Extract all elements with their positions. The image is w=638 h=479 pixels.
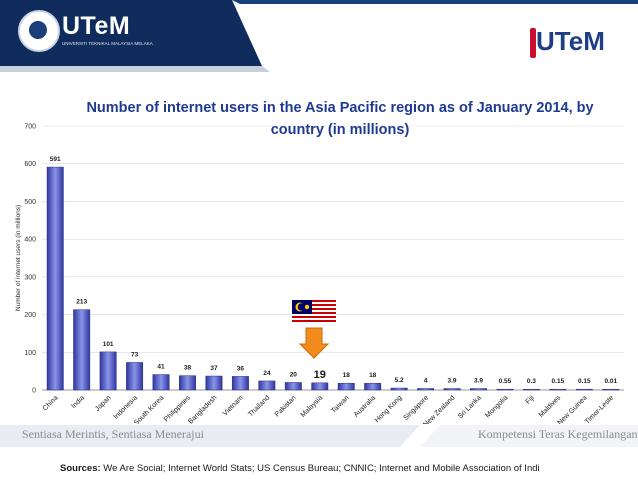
bar-malaysia: [311, 382, 329, 391]
bar-sri-lanka: [470, 388, 487, 391]
value-label: 41: [157, 364, 165, 371]
university-seal-icon: [18, 10, 60, 52]
x-tick-label: Vietnam: [222, 394, 245, 417]
value-label: 73: [131, 351, 139, 358]
value-label: 5.2: [395, 377, 404, 384]
bar-pakistan: [284, 382, 302, 391]
value-label: 213: [76, 299, 87, 306]
bar-mongolia: [496, 388, 514, 391]
y-tick-label: 300: [24, 274, 36, 281]
bar-philippines: [179, 375, 196, 391]
bar-india: [73, 309, 91, 391]
value-label: 3.9: [474, 378, 483, 385]
malaysia-flag-arrow-icon: [292, 300, 336, 359]
value-label: 101: [103, 341, 114, 348]
torch-icon: [530, 28, 536, 58]
x-tick-label: Indonesia: [113, 394, 139, 420]
logo-left-subtitle: UNIVERSITI TEKNIKAL MALAYSIA MELAKA: [62, 41, 153, 46]
value-label: 4: [424, 377, 428, 384]
bar-chart: 0 100 200 300 400 500 600 700 591 China 213 India 10…: [15, 100, 624, 424]
bar-china: [46, 166, 64, 391]
x-tick-label: Hong Kong: [374, 394, 404, 424]
value-label: 20: [290, 371, 298, 378]
sources-text: We Are Social; Internet World Stats; US …: [103, 463, 540, 474]
motto-right: Kompetensi Teras Kegemilangan: [478, 427, 638, 441]
x-tick-label: Maldives: [538, 394, 563, 419]
header-banner: UTeM UNIVERSITI TEKNIKAL MALAYSIA MELAKA…: [0, 0, 638, 78]
logo-left-text: UTeM: [62, 12, 131, 40]
bar-maldives: [549, 388, 567, 391]
x-tick-label: Pakistan: [274, 394, 298, 418]
bar-bangladesh: [205, 375, 223, 391]
bar-hong-kong: [390, 387, 408, 391]
x-tick-label: Singapore: [402, 394, 430, 422]
value-label: 0.15: [552, 378, 565, 385]
value-label: 36: [237, 365, 245, 372]
x-tick-label: Mongolia: [484, 394, 509, 419]
footer-strip: [0, 425, 638, 447]
value-label: 19: [314, 369, 326, 381]
bar-thailand: [258, 380, 276, 391]
bar-fiji: [522, 388, 540, 391]
utem-logo-left[interactable]: UTeM UNIVERSITI TEKNIKAL MALAYSIA MELAKA: [18, 8, 153, 54]
value-label: 18: [343, 372, 351, 379]
y-tick-label: 100: [24, 350, 36, 357]
motto-left: Sentiasa Merintis, Sentiasa Menerajui: [22, 427, 204, 441]
bar-japan: [99, 351, 117, 391]
chart-title-line-1: Number of internet users in the Asia Pac…: [86, 100, 593, 116]
value-label: 18: [369, 372, 377, 379]
value-label: 591: [50, 156, 61, 163]
sources-label: Sources:: [60, 463, 101, 474]
malaysia-highlight: [292, 300, 336, 365]
y-tick-label: 400: [24, 237, 36, 244]
bar-vietnam: [231, 376, 249, 391]
sources-note: Sources: We Are Social; Internet World S…: [60, 463, 540, 474]
x-tick-label: Sri Lanka: [457, 394, 483, 420]
value-label: 0.01: [604, 378, 617, 385]
bar-south-korea: [152, 374, 170, 391]
header-decoration: [0, 0, 638, 72]
x-tick-label: Thailand: [247, 394, 271, 418]
utem-logo-right[interactable]: UTeM: [526, 26, 610, 62]
value-label: 3.9: [448, 378, 457, 385]
x-tick-label: Japan: [94, 394, 113, 413]
x-tick-label: India: [70, 394, 86, 410]
x-tick-label: Fiji: [525, 394, 537, 406]
y-tick-label: 200: [24, 312, 36, 319]
x-tick-label: Australia: [353, 394, 377, 418]
y-tick-label: 700: [24, 124, 36, 131]
value-label: 24: [263, 370, 271, 377]
bar-indonesia: [126, 362, 144, 391]
bar-new-zealand: [443, 388, 461, 391]
bar-australia: [364, 382, 382, 391]
x-tick-label: Malaysia: [300, 394, 325, 419]
y-tick-label: 500: [24, 199, 36, 206]
bar-taiwan: [337, 382, 355, 391]
x-tick-label: Taiwan: [330, 394, 350, 414]
bar-papua-new-guinea: [575, 388, 593, 391]
chart-title-line-2: country (in millions): [271, 122, 410, 138]
value-label: 0.3: [527, 378, 536, 385]
value-label: 37: [210, 365, 218, 372]
bar-timor-leste: [602, 388, 620, 391]
y-tick-label: 0: [32, 388, 36, 395]
logo-right-text: UTeM: [536, 26, 605, 56]
x-tick-label: China: [42, 394, 60, 412]
y-axis-label: Number of internet users (in millions): [15, 205, 22, 311]
value-label: 38: [184, 365, 192, 372]
y-tick-label: 600: [24, 161, 36, 168]
value-label: 0.55: [499, 378, 512, 385]
x-tick-label: Bangladesh: [187, 394, 218, 424]
value-label: 0.15: [578, 378, 591, 385]
x-tick-label: Timor-Leste: [584, 394, 615, 424]
bar-singapore: [417, 388, 435, 391]
